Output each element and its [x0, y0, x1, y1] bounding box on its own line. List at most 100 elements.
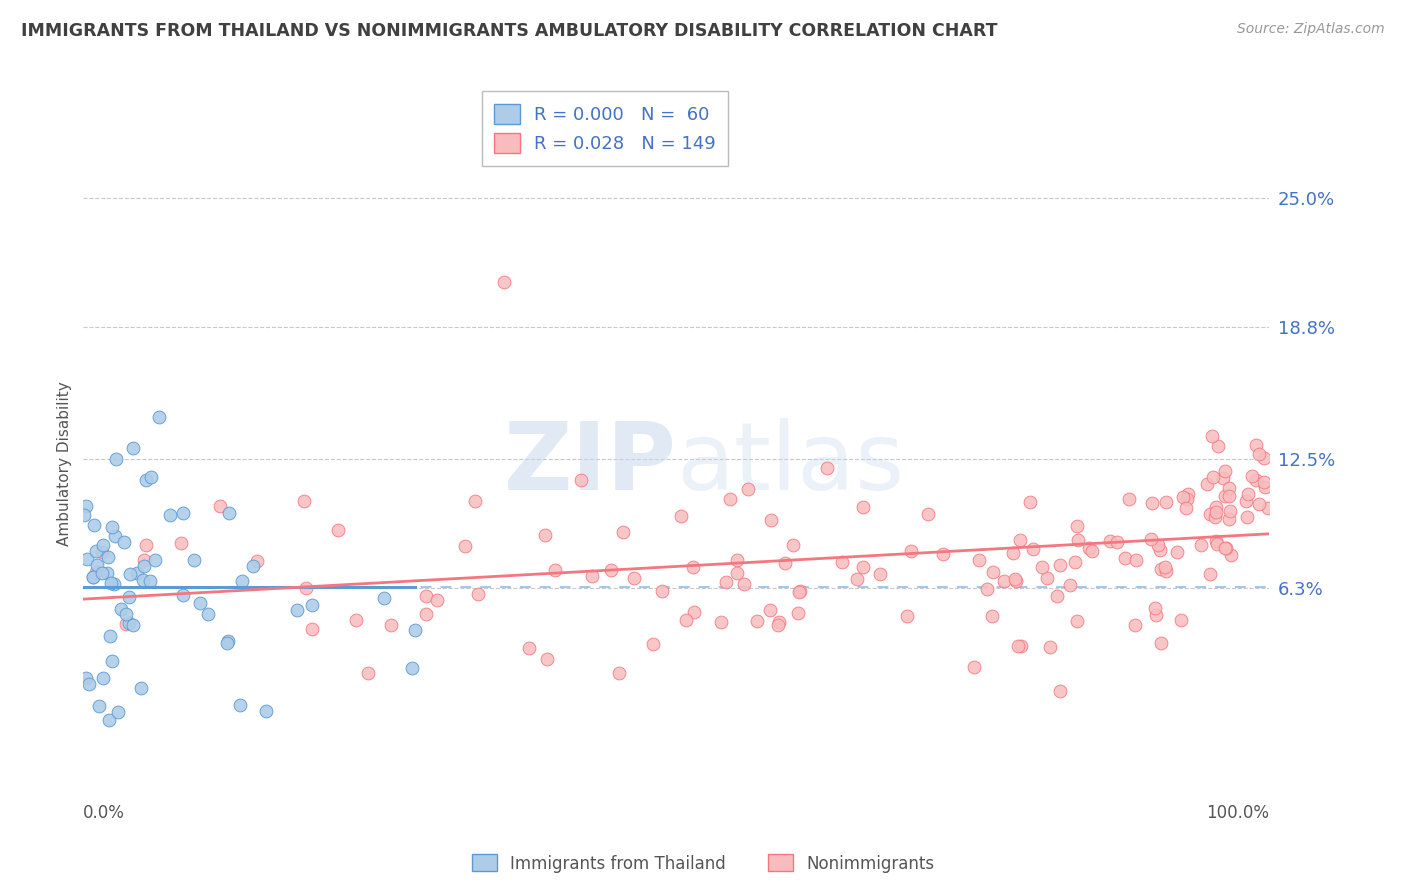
Point	[1036, 571, 1059, 585]
Point	[122, 442, 145, 456]
Point	[1254, 480, 1277, 494]
Point	[125, 566, 148, 580]
Point	[1059, 577, 1081, 591]
Point	[725, 553, 748, 567]
Point	[1205, 533, 1227, 548]
Point	[120, 567, 142, 582]
Point	[105, 451, 128, 466]
Point	[569, 473, 592, 487]
Point	[1046, 589, 1069, 603]
Point	[294, 581, 316, 595]
Point	[401, 661, 423, 675]
Point	[344, 613, 367, 627]
Point	[896, 608, 918, 623]
Point	[1247, 447, 1270, 461]
Point	[1019, 495, 1042, 509]
Point	[82, 570, 104, 584]
Point	[1107, 535, 1129, 549]
Point	[1149, 635, 1171, 649]
Point	[96, 566, 118, 580]
Point	[1114, 550, 1136, 565]
Point	[581, 569, 603, 583]
Point	[1215, 541, 1237, 556]
Point	[218, 506, 240, 520]
Point	[114, 534, 136, 549]
Point	[1004, 572, 1026, 586]
Point	[115, 607, 138, 622]
Point	[981, 565, 1004, 579]
Text: atlas: atlas	[676, 418, 904, 510]
Point	[1198, 566, 1220, 581]
Point	[1154, 564, 1177, 578]
Point	[1005, 574, 1028, 589]
Point	[107, 705, 129, 719]
Point	[135, 473, 157, 487]
Point	[768, 615, 790, 630]
Point	[1022, 542, 1045, 557]
Y-axis label: Ambulatory Disability: Ambulatory Disability	[58, 382, 72, 547]
Point	[651, 583, 673, 598]
Point	[1154, 495, 1177, 509]
Point	[91, 671, 114, 685]
Point	[967, 553, 990, 567]
Point	[1175, 491, 1198, 506]
Point	[1049, 558, 1071, 572]
Point	[1049, 684, 1071, 698]
Point	[787, 584, 810, 599]
Point	[426, 593, 449, 607]
Point	[766, 618, 789, 632]
Point	[1213, 541, 1236, 556]
Point	[118, 591, 141, 605]
Point	[1199, 507, 1222, 521]
Point	[1215, 489, 1237, 503]
Point	[380, 618, 402, 632]
Point	[464, 493, 486, 508]
Point	[1143, 601, 1166, 615]
Point	[139, 469, 162, 483]
Point	[98, 629, 121, 643]
Point	[1147, 538, 1170, 552]
Point	[1202, 470, 1225, 484]
Point	[91, 545, 114, 559]
Point	[415, 589, 437, 603]
Point	[357, 665, 380, 680]
Point	[494, 275, 516, 289]
Point	[1066, 518, 1088, 533]
Point	[170, 536, 193, 550]
Point	[1177, 487, 1199, 501]
Point	[1008, 533, 1031, 547]
Point	[294, 494, 316, 508]
Point	[612, 524, 634, 539]
Point	[138, 574, 160, 588]
Point	[97, 549, 120, 564]
Point	[725, 566, 748, 580]
Point	[77, 676, 100, 690]
Point	[115, 617, 138, 632]
Point	[1220, 548, 1243, 562]
Point	[159, 508, 181, 523]
Point	[415, 607, 437, 621]
Point	[1098, 534, 1121, 549]
Point	[534, 528, 557, 542]
Point	[1234, 494, 1257, 508]
Point	[87, 698, 110, 713]
Point	[75, 499, 97, 513]
Text: Source: ZipAtlas.com: Source: ZipAtlas.com	[1237, 22, 1385, 37]
Point	[172, 506, 194, 520]
Point	[86, 558, 108, 573]
Point	[1150, 562, 1173, 576]
Legend: R = 0.000   N =  60, R = 0.028   N = 149: R = 0.000 N = 60, R = 0.028 N = 149	[482, 92, 728, 166]
Point	[1236, 510, 1258, 524]
Point	[231, 574, 253, 588]
Point	[98, 713, 121, 727]
Point	[1118, 492, 1140, 507]
Point	[132, 553, 155, 567]
Point	[1066, 614, 1088, 628]
Point	[759, 513, 782, 527]
Point	[326, 524, 349, 538]
Point	[1205, 505, 1227, 519]
Point	[76, 552, 98, 566]
Point	[91, 566, 114, 581]
Point	[1218, 481, 1240, 495]
Point	[623, 571, 645, 585]
